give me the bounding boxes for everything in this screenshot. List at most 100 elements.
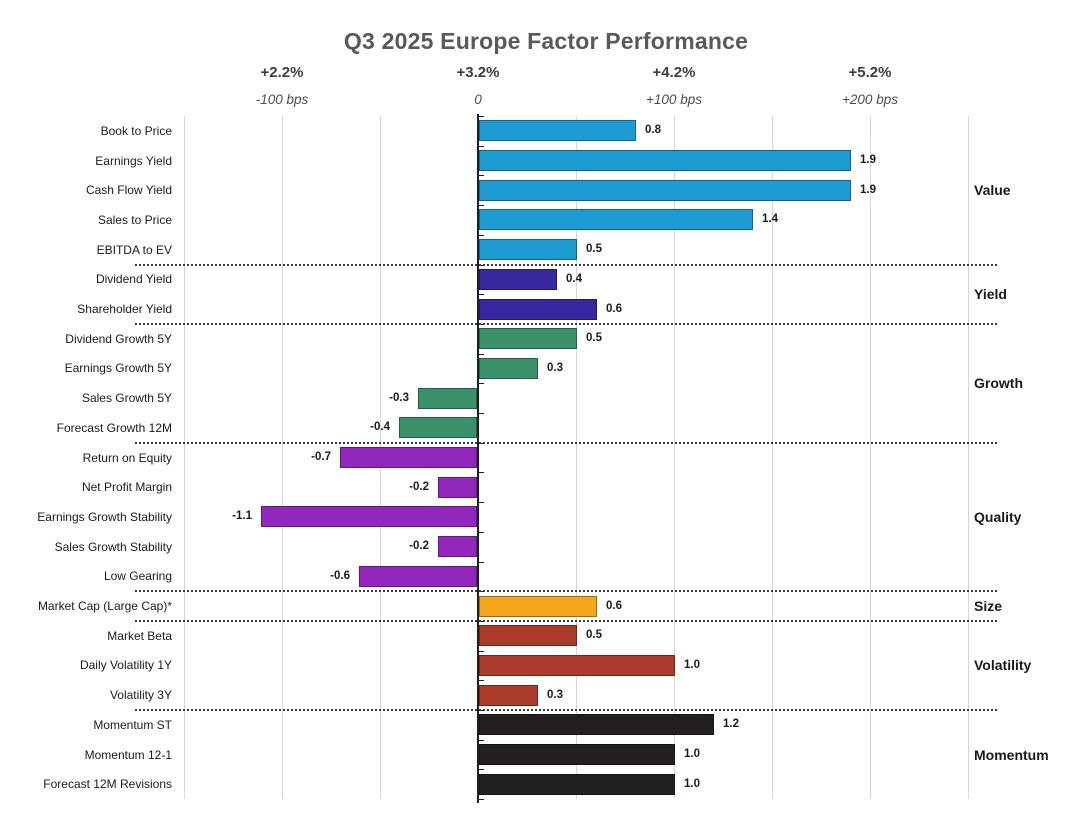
bar-value-label: 0.4 [566, 273, 582, 285]
bar-dividend-yield [479, 269, 557, 290]
factor-label: Sales Growth Stability [54, 540, 172, 554]
bar-sales-growth-stability [438, 536, 477, 557]
bar-net-profit-margin [438, 477, 477, 498]
gridline [870, 116, 871, 800]
axis-tick [479, 532, 484, 533]
bar-value-label: -0.6 [330, 570, 350, 582]
bar-forecast-growth-12m [399, 417, 477, 438]
axis-bps-label: 0 [474, 92, 482, 107]
bar-book-to-price [479, 120, 636, 141]
factor-label: Market Cap (Large Cap)* [37, 599, 172, 613]
gridline [282, 116, 283, 800]
bar-value-label: 1.0 [684, 659, 700, 671]
axis-tick [479, 146, 484, 147]
factor-label: Low Gearing [103, 569, 172, 583]
gridline [772, 116, 773, 800]
bar-value-label: 0.5 [586, 332, 602, 344]
bar-daily-volatility-1y [479, 655, 675, 676]
axis-tick [479, 562, 484, 563]
factor-label: Market Beta [107, 629, 172, 643]
bar-value-label: -0.7 [311, 451, 331, 463]
factor-label: Sales Growth 5Y [81, 391, 172, 405]
bar-value-label: 0.3 [547, 689, 563, 701]
bar-value-label: 1.9 [860, 154, 876, 166]
bar-value-label: 0.6 [606, 600, 622, 612]
group-label-value: Value [974, 182, 1011, 198]
factor-label: Dividend Growth 5Y [65, 332, 172, 346]
factor-label: Momentum 12-1 [84, 748, 172, 762]
axis-tick [479, 383, 484, 384]
axis-tick [479, 175, 484, 176]
bar-market-beta [479, 625, 577, 646]
axis-tick [479, 205, 484, 206]
group-label-momentum: Momentum [974, 747, 1049, 763]
bar-ebitda-to-ev [479, 239, 577, 260]
gridline [968, 116, 969, 800]
bar-value-label: 0.5 [586, 629, 602, 641]
bar-earnings-yield [479, 150, 851, 171]
axis-bps-label: +100 bps [646, 92, 702, 107]
bar-value-label: 1.0 [684, 778, 700, 790]
group-separator [135, 323, 997, 325]
chart-title: Q3 2025 Europe Factor Performance [343, 28, 749, 54]
axis-tick [479, 740, 484, 741]
bar-earnings-growth-stability [261, 506, 477, 527]
axis-pct-label: +5.2% [848, 64, 892, 81]
bar-cash-flow-yield [479, 180, 851, 201]
bar-momentum-st [479, 714, 714, 735]
axis-tick [479, 680, 484, 681]
factor-label: Cash Flow Yield [85, 183, 172, 197]
group-label-quality: Quality [974, 509, 1022, 525]
factor-label: Volatility 3Y [109, 688, 172, 702]
bar-return-on-equity [340, 447, 477, 468]
bar-dividend-growth-5y [479, 328, 577, 349]
bar-value-label: 1.0 [684, 748, 700, 760]
factor-label: Return on Equity [82, 451, 172, 465]
axis-tick [479, 116, 484, 117]
bar-value-label: -0.2 [409, 540, 429, 552]
factor-label: Dividend Yield [95, 272, 172, 286]
factor-label: Book to Price [100, 124, 172, 138]
gridline [576, 116, 577, 800]
bar-value-label: 1.2 [723, 718, 739, 730]
bar-earnings-growth-5y [479, 358, 538, 379]
group-separator [135, 590, 997, 592]
bar-value-label: 1.4 [762, 213, 778, 225]
bar-momentum-12-1 [479, 744, 675, 765]
bar-market-cap-large-cap- [479, 596, 597, 617]
factor-label: Earnings Yield [95, 154, 172, 168]
factor-label: Earnings Growth Stability [37, 510, 172, 524]
axis-bps-label: +200 bps [842, 92, 898, 107]
group-separator [135, 442, 997, 444]
gridline [184, 116, 185, 800]
bar-volatility-3y [479, 685, 538, 706]
factor-label: Sales to Price [97, 213, 172, 227]
bar-value-label: -0.3 [389, 392, 409, 404]
axis-tick [479, 472, 484, 473]
bar-low-gearing [359, 566, 477, 587]
group-label-yield: Yield [974, 286, 1007, 302]
factor-label: Daily Volatility 1Y [79, 658, 172, 672]
group-label-size: Size [974, 598, 1003, 614]
bar-value-label: 0.3 [547, 362, 563, 374]
axis-pct-label: +3.2% [456, 64, 500, 81]
axis-tick [479, 235, 484, 236]
bar-shareholder-yield [479, 299, 597, 320]
bar-value-label: -1.1 [232, 510, 252, 522]
group-label-growth: Growth [974, 375, 1023, 391]
axis-pct-label: +4.2% [652, 64, 696, 81]
axis-tick [479, 354, 484, 355]
bar-value-label: -0.2 [409, 481, 429, 493]
bar-value-label: 1.9 [860, 184, 876, 196]
group-separator [135, 264, 997, 266]
bar-value-label: -0.4 [370, 421, 390, 433]
group-separator [135, 620, 997, 622]
axis-pct-label: +2.2% [260, 64, 304, 81]
axis-bps-label: -100 bps [255, 92, 309, 107]
bar-forecast-12m-revisions [479, 774, 675, 795]
factor-label: Earnings Growth 5Y [64, 361, 172, 375]
factor-label: EBITDA to EV [96, 243, 172, 257]
factor-label: Shareholder Yield [77, 302, 172, 316]
axis-tick [479, 413, 484, 414]
